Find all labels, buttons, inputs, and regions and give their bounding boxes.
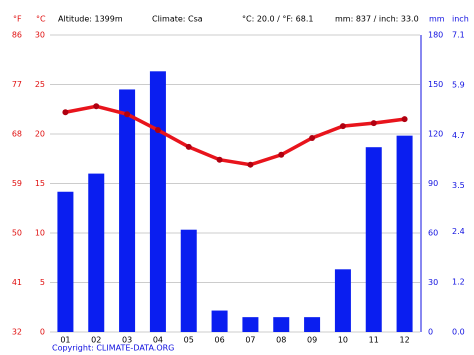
temperature-point [339, 123, 346, 130]
temperature-point [401, 116, 408, 123]
tick-label: 3.5 [452, 181, 465, 190]
celsius-unit: °C [36, 15, 46, 24]
temperature-point [93, 103, 100, 110]
tick-label: 77 [12, 80, 22, 89]
x-tick-label: 01 [60, 336, 70, 345]
tick-label: 5.9 [452, 81, 465, 90]
x-tick-label: 02 [91, 336, 101, 345]
bar [57, 191, 74, 332]
x-tick-label: 03 [122, 336, 132, 345]
x-tick-label: 06 [214, 336, 224, 345]
temperature-point [124, 111, 131, 118]
bar [365, 147, 382, 332]
x-tick-label: 08 [276, 336, 286, 345]
mm-unit: mm [429, 15, 445, 24]
tick-label: 86 [12, 31, 22, 40]
tick-label: 15 [35, 179, 45, 188]
tick-label: 1.2 [452, 277, 465, 286]
x-tick-label: 07 [245, 336, 255, 345]
tick-label: 5 [40, 278, 45, 287]
tick-label: 30 [35, 31, 45, 40]
tick-label: 120 [428, 130, 443, 139]
tick-label: 20 [35, 130, 45, 139]
tick-label: 150 [428, 80, 443, 89]
tick-label: 68 [12, 130, 22, 139]
precipitation-summary: mm: 837 / inch: 33.0 [335, 15, 419, 24]
x-tick-label: 12 [399, 336, 409, 345]
bar [211, 310, 228, 332]
temperature-point [247, 161, 254, 168]
tick-label: 59 [12, 179, 22, 188]
tick-label: 0.0 [452, 328, 465, 337]
x-tick-label: 11 [369, 336, 379, 345]
bar [273, 317, 290, 332]
tick-label: 10 [35, 229, 45, 238]
temperature-point [370, 120, 377, 127]
tick-label: 30 [428, 278, 438, 287]
tick-label: 0 [428, 328, 433, 337]
x-tick-label: 04 [153, 336, 163, 345]
temperature-point [185, 143, 192, 150]
tick-label: 32 [12, 328, 22, 337]
tick-label: 7.1 [452, 31, 465, 40]
temperature-line [65, 104, 405, 167]
inch-unit: inch [452, 15, 469, 24]
tick-label: 4.7 [452, 131, 465, 140]
bar [149, 71, 166, 333]
bar [334, 269, 351, 332]
climate: Climate: Csa [152, 15, 203, 24]
copyright: Copyright: CLIMATE-DATA.ORG [52, 344, 174, 353]
temperature-summary: °C: 20.0 / °F: 68.1 [242, 15, 313, 24]
temperature-point [278, 151, 285, 158]
tick-label: 90 [428, 179, 438, 188]
tick-label: 0 [40, 328, 45, 337]
temperature-point [62, 109, 69, 116]
bar [180, 229, 197, 332]
tick-label: 2.4 [452, 227, 465, 236]
temperature-point [216, 156, 223, 163]
x-tick-label: 09 [307, 336, 317, 345]
tick-label: 50 [12, 229, 22, 238]
temperature-point [309, 134, 316, 141]
altitude: Altitude: 1399m [58, 15, 123, 24]
tick-label: 25 [35, 80, 45, 89]
x-tick-label: 10 [338, 336, 348, 345]
tick-label: 41 [12, 278, 22, 287]
temperature-point [154, 127, 161, 134]
bar [304, 317, 321, 332]
bar [396, 135, 413, 332]
bar [88, 173, 105, 332]
x-tick-label: 05 [184, 336, 194, 345]
bar [242, 317, 259, 332]
tick-label: 180 [428, 31, 443, 40]
fahrenheit-unit: °F [13, 15, 22, 24]
tick-label: 60 [428, 229, 438, 238]
bar [119, 89, 136, 332]
